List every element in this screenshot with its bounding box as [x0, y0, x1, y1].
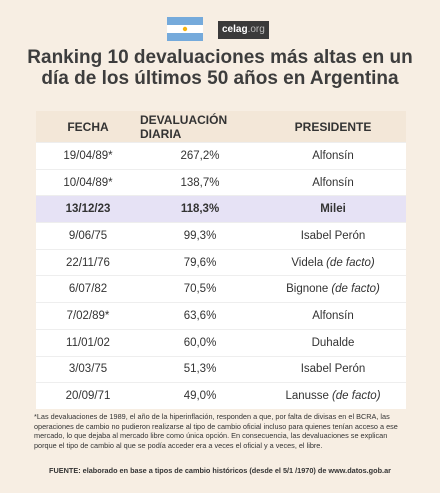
cell: Alfonsín — [260, 303, 406, 329]
cell: 99,3% — [140, 223, 260, 249]
fecha: 6/07/82 — [68, 283, 108, 296]
header-row: FECHA DEVALUACIÓN DIARIA PRESIDENTE — [36, 111, 406, 142]
cell: 267,2% — [140, 143, 260, 169]
fecha: 7/02/89* — [66, 309, 110, 322]
column-header: FECHA — [67, 119, 109, 134]
fecha: 10/04/89* — [63, 176, 113, 189]
cell: Isabel Perón — [260, 357, 406, 383]
cell: 138,7% — [140, 170, 260, 196]
table-row: 10/04/89* 138,7% Alfonsín — [36, 168, 406, 196]
table-row: 9/06/75 99,3% Isabel Perón — [36, 222, 406, 249]
note: (de facto) — [326, 256, 375, 269]
cell: Videla (de facto) — [260, 250, 406, 276]
table-row: 20/09/71 49,0% Lanusse (de facto) — [36, 382, 406, 409]
presidente: Alfonsín — [312, 309, 354, 322]
devaluacion: 267,2% — [180, 149, 220, 162]
cell: Bignone (de facto) — [260, 276, 406, 302]
cell: 60,0% — [140, 330, 260, 356]
cell: 79,6% — [140, 250, 260, 276]
presidente: Duhalde — [311, 336, 355, 349]
cell: Duhalde — [260, 330, 406, 356]
presidente: Alfonsín — [312, 176, 354, 189]
cell: 118,3% — [140, 196, 260, 222]
column-header: DEVALUACIÓN DIARIA — [140, 112, 228, 141]
cell: Alfonsín — [260, 143, 406, 169]
presidente: Lanusse — [285, 390, 329, 403]
cell: 63,6% — [140, 303, 260, 329]
table-row: 13/12/23 118,3% Milei — [36, 195, 406, 223]
table-row: 22/11/76 79,6% Videla (de facto) — [36, 248, 406, 276]
logo: celag.org — [218, 21, 269, 39]
fecha: 3/03/75 — [68, 363, 108, 376]
cell: Milei — [260, 196, 406, 222]
cell: 11/01/02 — [36, 330, 140, 356]
cell: 7/02/89* — [36, 303, 140, 329]
cell: 13/12/23 — [36, 196, 140, 222]
cell: Lanusse (de facto) — [260, 383, 406, 409]
cell: 9/06/75 — [36, 223, 140, 249]
cell: 51,3% — [140, 357, 260, 383]
footnote: *Las devaluaciones de 1989, el año de la… — [34, 412, 398, 450]
presidente: Alfonsín — [312, 149, 354, 162]
devaluacion: 138,7% — [180, 176, 220, 189]
fecha: 9/06/75 — [68, 229, 108, 242]
devaluacion: 118,3% — [180, 203, 220, 216]
column-header: PRESIDENTE — [294, 119, 372, 134]
presidente: Milei — [320, 203, 346, 216]
table: FECHA DEVALUACIÓN DIARIA PRESIDENTE 19/04/8… — [36, 111, 406, 409]
source: FUENTE: elaborado en base a tipos de cam… — [49, 466, 391, 475]
table-row: 11/01/02 60,0% Duhalde — [36, 328, 406, 356]
devaluacion: 51,3% — [183, 363, 217, 376]
cell: 6/07/82 — [36, 276, 140, 302]
presidente: Isabel Perón — [300, 229, 366, 242]
cell: Isabel Perón — [260, 223, 406, 249]
flag-icon — [167, 17, 203, 41]
cell: 20/09/71 — [36, 383, 140, 409]
devaluacion: 49,0% — [183, 390, 217, 403]
fecha: 20/09/71 — [65, 390, 111, 403]
table-row: 3/03/75 51,3% Isabel Perón — [36, 355, 406, 383]
cell: 10/04/89* — [36, 170, 140, 196]
fecha: 13/12/23 — [65, 203, 111, 216]
table-row: 19/04/89* 267,2% Alfonsín — [36, 142, 406, 169]
table-row: 7/02/89* 63,6% Alfonsín — [36, 302, 406, 329]
cell: 19/04/89* — [36, 143, 140, 169]
fecha: 11/01/02 — [66, 336, 110, 349]
title: Ranking 10 devaluaciones más altas en un… — [27, 47, 413, 89]
note: (de facto) — [331, 390, 381, 403]
table-row: 6/07/82 70,5% Bignone (de facto) — [36, 275, 406, 302]
devaluacion: 60,0% — [183, 336, 217, 349]
fecha: 19/04/89* — [63, 149, 113, 162]
fecha: 22/11/76 — [66, 256, 110, 269]
cell: 3/03/75 — [36, 357, 140, 383]
cell: 49,0% — [140, 383, 260, 409]
cell: Alfonsín — [260, 170, 406, 196]
presidente: Isabel Perón — [300, 363, 366, 376]
devaluacion: 79,6% — [183, 256, 217, 269]
cell: 22/11/76 — [36, 250, 140, 276]
devaluacion: 70,5% — [183, 283, 217, 296]
logo-text: celag — [222, 24, 248, 35]
logo-suffix: .org — [247, 24, 265, 35]
devaluacion: 99,3% — [183, 229, 217, 242]
presidente: Bignone — [286, 283, 329, 296]
note: (de facto) — [331, 283, 380, 296]
devaluacion: 63,6% — [183, 309, 217, 322]
cell: 70,5% — [140, 276, 260, 302]
presidente: Videla — [291, 256, 324, 269]
